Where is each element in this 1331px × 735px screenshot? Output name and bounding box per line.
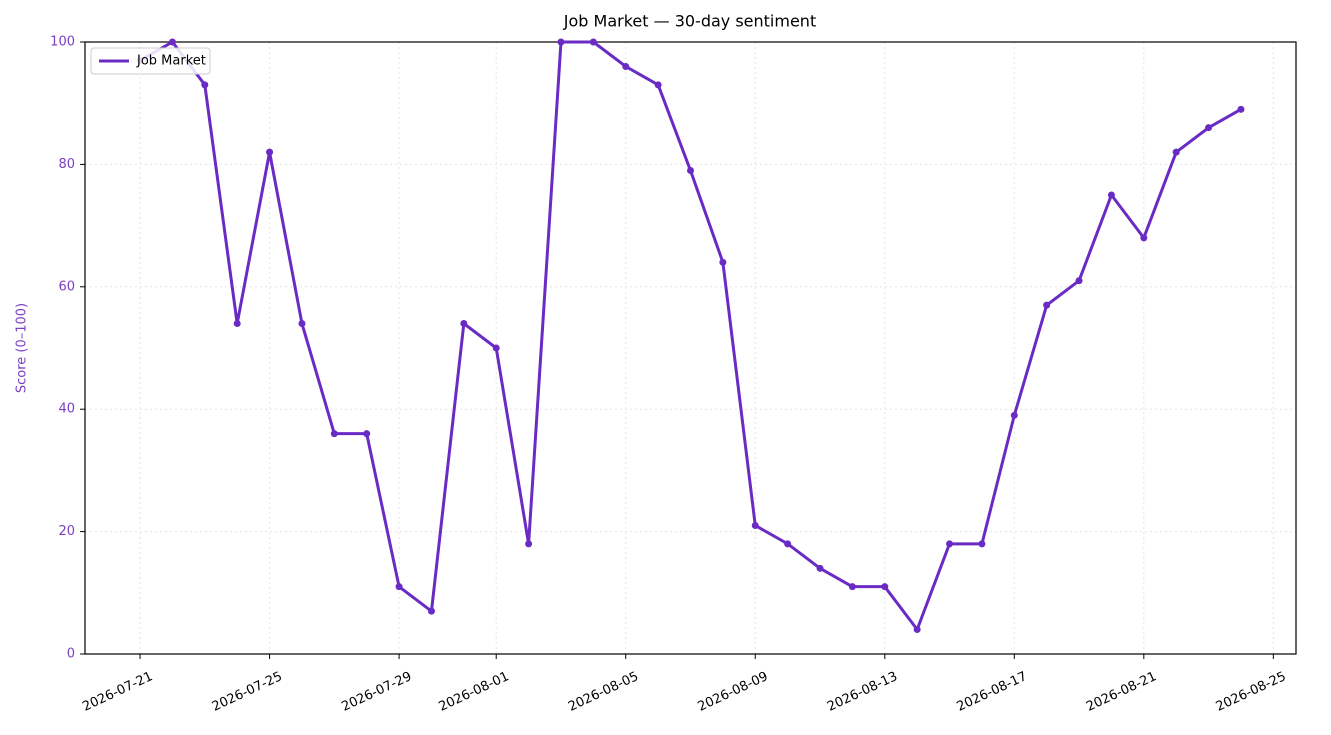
y-tick-label: 60 <box>58 279 75 294</box>
data-point <box>913 626 921 634</box>
data-point <box>1043 301 1051 309</box>
data-point <box>1205 124 1213 132</box>
y-tick-label: 20 <box>58 524 75 539</box>
data-point <box>719 258 727 266</box>
data-point <box>1140 234 1148 242</box>
data-point <box>460 320 468 328</box>
data-point <box>1237 105 1245 113</box>
data-point <box>557 38 565 46</box>
data-point <box>784 540 792 548</box>
data-point <box>589 38 597 46</box>
data-point <box>492 344 500 352</box>
data-point <box>687 167 694 175</box>
series-line <box>139 40 1242 632</box>
data-point <box>751 521 759 529</box>
data-point <box>525 540 533 548</box>
x-tick-label: 2026-08-05 <box>566 669 641 715</box>
data-point <box>266 148 274 156</box>
y-tick-label: 80 <box>58 157 75 172</box>
plot-frame <box>84 41 1297 655</box>
x-tick-label: 2026-07-29 <box>339 669 414 715</box>
x-tick-label: 2026-08-25 <box>1214 669 1289 715</box>
x-tick-label: 2026-08-21 <box>1084 669 1159 715</box>
data-point <box>363 430 371 438</box>
y-axis-label: Score (0–100) <box>15 303 30 393</box>
y-tick-label: 0 <box>67 647 75 662</box>
x-tick-label: 2026-08-13 <box>825 669 900 715</box>
data-point <box>816 564 824 572</box>
data-point <box>1010 411 1018 419</box>
legend-label: Job Market <box>136 54 206 69</box>
data-point <box>395 583 403 591</box>
data-point <box>233 320 241 328</box>
y-tick-label: 40 <box>58 402 75 417</box>
x-tick-label: 2026-08-01 <box>437 669 512 715</box>
data-point <box>622 62 630 70</box>
chart-title: Job Market — 30-day sentiment <box>563 12 816 31</box>
data-point <box>201 81 209 89</box>
data-point <box>427 607 435 615</box>
x-tick-label: 2026-08-17 <box>955 669 1030 715</box>
x-tick-label: 2026-07-21 <box>80 669 155 715</box>
y-tick-label: 100 <box>50 35 75 50</box>
data-point <box>978 540 986 548</box>
data-point <box>330 430 338 438</box>
data-point <box>881 583 889 591</box>
data-point <box>298 320 306 328</box>
data-point <box>946 540 954 548</box>
data-point <box>168 38 176 46</box>
x-tick-label: 2026-07-25 <box>210 669 285 715</box>
data-point <box>654 81 662 89</box>
data-point <box>1075 277 1083 285</box>
data-point <box>1107 191 1115 199</box>
legend-box <box>90 47 211 75</box>
data-point <box>848 583 856 591</box>
data-point <box>1172 148 1180 156</box>
x-tick-label: 2026-08-09 <box>696 669 771 715</box>
